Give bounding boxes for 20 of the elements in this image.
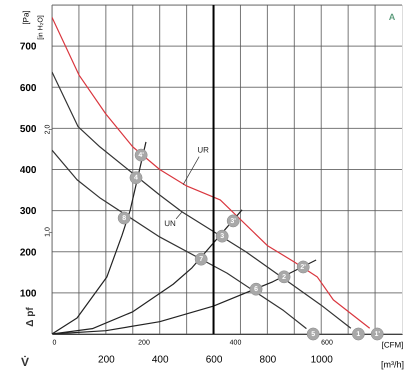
x-tick-label: 600 <box>206 354 223 366</box>
y-tick-label: 700 <box>20 42 37 53</box>
text: V̇ <box>20 355 30 369</box>
x-axis-title: [m³/h] <box>380 360 404 370</box>
y-axis-title: [Pa] <box>22 10 30 25</box>
text: Δ pf <box>25 306 36 327</box>
x-tick-label: 200 <box>98 354 116 366</box>
annotation: UR <box>197 146 210 155</box>
y-tick-label: 100 <box>20 288 37 300</box>
annotation: UN <box>164 218 176 228</box>
x-tick-label: 800 <box>260 354 277 366</box>
y-tick-label: 400 <box>20 165 37 176</box>
annotation: A <box>388 12 396 22</box>
y-tick-label: 300 <box>20 206 37 218</box>
x2-axis-title: [CFM] <box>382 340 404 350</box>
y-tick-label: 500 <box>20 124 37 135</box>
y-tick-label: 600 <box>20 82 37 94</box>
x-tick-label: 1000 <box>310 354 334 366</box>
x-tick-label: 400 <box>152 354 169 366</box>
y-tick-label: 200 <box>20 247 37 258</box>
